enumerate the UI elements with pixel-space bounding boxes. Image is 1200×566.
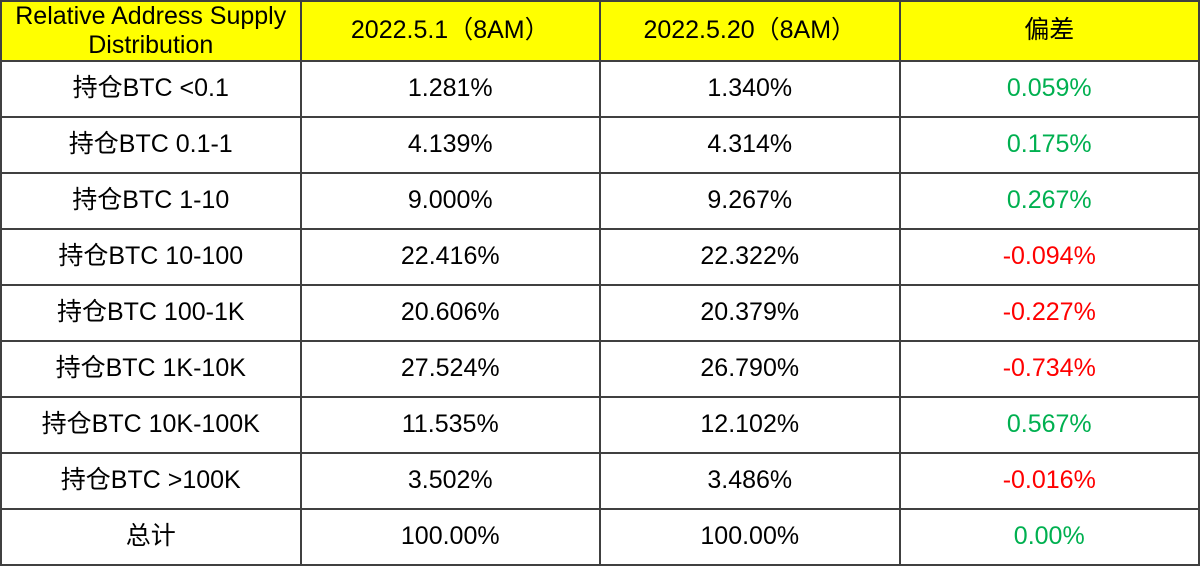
row-label-cell: 总计 [0, 507, 302, 566]
table-row: 持仓BTC 1-10 9.000% 9.267% 0.267% [0, 171, 1200, 230]
deviation-cell: 0.059% [898, 59, 1200, 118]
value-cell-date1: 20.606% [299, 283, 601, 342]
value-cell-date2: 26.790% [599, 339, 901, 398]
table-row: 持仓BTC 0.1-1 4.139% 4.314% 0.175% [0, 115, 1200, 174]
value-cell-date2: 1.340% [599, 59, 901, 118]
value-cell-date1: 3.502% [299, 451, 601, 510]
table-row: 持仓BTC 100-1K 20.606% 20.379% -0.227% [0, 283, 1200, 342]
value-cell-date1: 11.535% [299, 395, 601, 454]
value-cell-date1: 4.139% [299, 115, 601, 174]
deviation-cell: 0.175% [898, 115, 1200, 174]
row-label-cell: 持仓BTC 10K-100K [0, 395, 302, 454]
value-cell-date2: 12.102% [599, 395, 901, 454]
deviation-cell: -0.734% [898, 339, 1200, 398]
row-label-cell: 持仓BTC >100K [0, 451, 302, 510]
value-cell-date2: 20.379% [599, 283, 901, 342]
value-cell-date2: 3.486% [599, 451, 901, 510]
deviation-cell: 0.267% [898, 171, 1200, 230]
value-cell-date2: 100.00% [599, 507, 901, 566]
value-cell-date2: 22.322% [599, 227, 901, 286]
row-label-cell: 持仓BTC 100-1K [0, 283, 302, 342]
header-date-2: 2022.5.20（8AM） [599, 0, 901, 62]
value-cell-date2: 9.267% [599, 171, 901, 230]
value-cell-date1: 9.000% [299, 171, 601, 230]
value-cell-date1: 1.281% [299, 59, 601, 118]
deviation-cell: 0.567% [898, 395, 1200, 454]
header-distribution: Relative Address Supply Distribution [0, 0, 302, 62]
table-row: 持仓BTC 1K-10K 27.524% 26.790% -0.734% [0, 339, 1200, 398]
deviation-cell: -0.094% [898, 227, 1200, 286]
header-deviation: 偏差 [898, 0, 1200, 62]
row-label-cell: 持仓BTC 1K-10K [0, 339, 302, 398]
table-row: 持仓BTC <0.1 1.281% 1.340% 0.059% [0, 59, 1200, 118]
table-row: 持仓BTC 10K-100K 11.535% 12.102% 0.567% [0, 395, 1200, 454]
row-label-cell: 持仓BTC 10-100 [0, 227, 302, 286]
header-date-1: 2022.5.1（8AM） [299, 0, 601, 62]
deviation-cell: 0.00% [898, 507, 1200, 566]
table-row: 持仓BTC 10-100 22.416% 22.322% -0.094% [0, 227, 1200, 286]
deviation-cell: -0.016% [898, 451, 1200, 510]
value-cell-date1: 27.524% [299, 339, 601, 398]
table-header-row: Relative Address Supply Distribution 202… [0, 0, 1200, 62]
deviation-cell: -0.227% [898, 283, 1200, 342]
row-label-cell: 持仓BTC 0.1-1 [0, 115, 302, 174]
row-label-cell: 持仓BTC 1-10 [0, 171, 302, 230]
value-cell-date2: 4.314% [599, 115, 901, 174]
value-cell-date1: 22.416% [299, 227, 601, 286]
value-cell-date1: 100.00% [299, 507, 601, 566]
row-label-cell: 持仓BTC <0.1 [0, 59, 302, 118]
table-row: 持仓BTC >100K 3.502% 3.486% -0.016% [0, 451, 1200, 510]
table-row-total: 总计 100.00% 100.00% 0.00% [0, 507, 1200, 566]
